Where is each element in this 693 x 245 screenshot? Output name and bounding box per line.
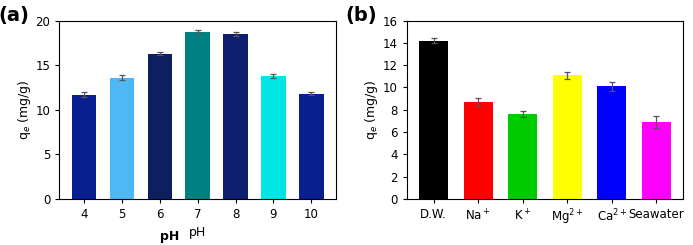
Bar xyxy=(186,32,210,199)
Bar xyxy=(299,94,324,199)
Bar xyxy=(597,86,626,199)
Bar xyxy=(464,102,493,199)
Text: pH: pH xyxy=(160,230,179,243)
Bar xyxy=(261,76,286,199)
Bar xyxy=(72,95,96,199)
Bar xyxy=(553,75,581,199)
X-axis label: pH: pH xyxy=(189,226,207,239)
Bar xyxy=(109,78,134,199)
Y-axis label: q$_e$ (mg/g): q$_e$ (mg/g) xyxy=(15,79,33,140)
Y-axis label: q$_e$ (mg/g): q$_e$ (mg/g) xyxy=(362,79,380,140)
Text: (b): (b) xyxy=(346,6,377,25)
Bar xyxy=(148,54,172,199)
Bar xyxy=(508,114,537,199)
Text: (a): (a) xyxy=(0,6,29,25)
Bar xyxy=(419,41,448,199)
Bar xyxy=(642,122,671,199)
Bar xyxy=(223,34,248,199)
